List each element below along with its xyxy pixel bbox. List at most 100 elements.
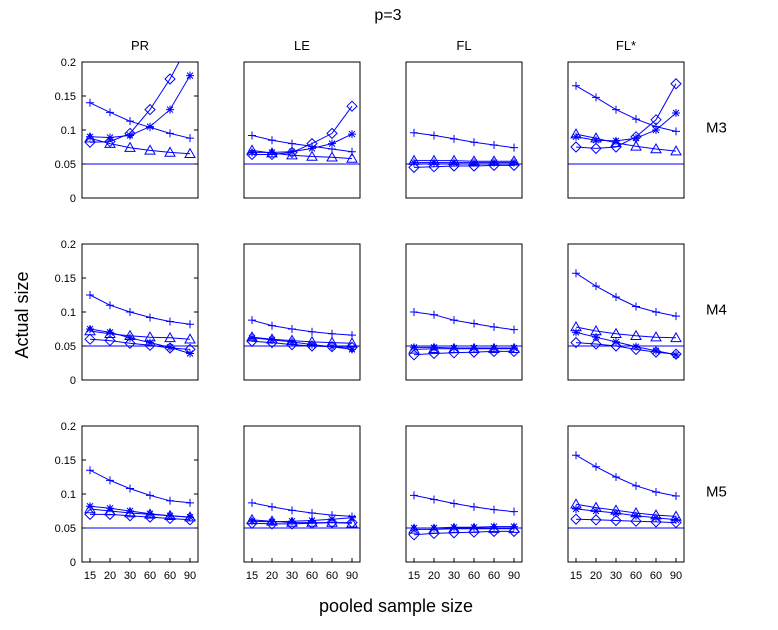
asterisk-marker [430,158,438,167]
y-tick-label: 0.15 [55,455,76,467]
asterisk-marker [612,136,620,145]
asterisk-marker [186,513,194,522]
triangle-marker [306,150,318,161]
y-tick-label: 0.15 [55,91,76,103]
triangle-marker [124,329,136,341]
diamond-marker [650,516,662,528]
series-plus [410,308,518,334]
triangle-marker [408,154,420,165]
triangle-marker [104,137,116,148]
plus-marker [612,473,620,481]
series-line [251,502,353,517]
series-plus [248,316,356,340]
x-tick-label: 20 [104,570,116,582]
asterisk-marker [572,504,580,513]
panel-frame [81,243,199,381]
series-plus [86,98,194,143]
plus-marker [510,325,518,334]
plus-marker [612,105,620,114]
triangle-marker [184,333,196,344]
series-line [575,454,677,497]
asterisk-marker [126,131,134,140]
x-tick-label: 60 [164,570,176,582]
diamond-marker [468,160,480,172]
diamond-marker [508,159,520,172]
asterisk-marker [166,105,174,114]
series-asterisk [86,502,194,522]
asterisk-marker [410,524,418,532]
y-tick-label: 0.2 [61,57,76,69]
triangle-marker [266,515,278,526]
plus-marker [268,502,276,511]
triangle-marker [630,140,642,151]
x-tick-label: 15 [246,570,258,582]
asterisk-marker [106,328,114,337]
plus-marker [146,491,154,500]
diamond-marker [286,338,298,351]
triangle-marker [104,327,116,339]
row-label: M5 [706,484,727,501]
series-triangle [408,522,520,534]
diamond-marker [448,527,460,539]
plus-marker [592,282,600,291]
x-tick-label: 20 [428,570,440,582]
diamond-marker [590,514,602,526]
y-tick-label: 0.2 [61,421,76,433]
plus-marker [450,134,458,143]
series-line [413,348,514,350]
diamond-marker [346,100,358,112]
triangle-marker [448,522,460,533]
triangle-marker [246,513,258,525]
diamond-marker [488,159,500,172]
triangle-marker [326,516,338,527]
asterisk-marker [328,139,336,148]
series-diamond [84,508,196,526]
series-asterisk [410,522,518,532]
plus-marker [308,509,316,518]
triangle-marker [144,144,156,155]
asterisk-marker [186,349,194,358]
x-tick-label: 90 [670,570,682,582]
x-tick-label: 15 [570,570,582,582]
x-tick-label: 90 [508,570,520,582]
plot-area [82,466,198,529]
asterisk-marker [652,126,660,134]
triangle-marker [184,511,196,522]
diamond-marker [144,339,156,352]
panel-m5-1: 0 0.05 0.1 0.15 0.2 15 20 30 60 60 90 [55,421,199,582]
diamond-marker [246,148,258,161]
plus-marker [430,495,438,504]
triangle-marker [670,331,682,343]
diamond-marker [246,335,258,347]
triangle-marker [164,146,176,157]
x-tick-label: 90 [184,570,196,582]
asterisk-marker [348,345,356,354]
x-tick-label: 15 [84,570,96,582]
x-tick-label: 60 [468,570,480,582]
plus-marker [106,108,114,117]
asterisk-marker [592,136,600,145]
x-tick-label: 15 [408,570,420,582]
diamond-marker [346,516,358,529]
series-line [414,528,514,530]
diamond-marker [570,336,582,349]
triangle-marker [84,132,96,143]
triangle-marker [448,154,460,165]
plot-area [406,491,522,541]
series-triangle [84,325,196,344]
series-diamond [246,100,358,161]
series-plus [86,466,194,507]
triangle-marker [246,331,258,342]
plus-marker [592,462,600,471]
triangle-marker [246,144,258,155]
panel-m5-4: 15 20 30 60 60 90 M5 [567,425,727,582]
x-tick-label: 60 [488,570,500,582]
panel-frame [243,243,361,381]
plot-area [244,316,360,354]
triangle-marker [306,335,318,347]
panel-frame [243,425,361,563]
asterisk-marker [308,516,316,525]
triangle-marker [408,343,420,354]
triangle-marker [650,331,662,342]
